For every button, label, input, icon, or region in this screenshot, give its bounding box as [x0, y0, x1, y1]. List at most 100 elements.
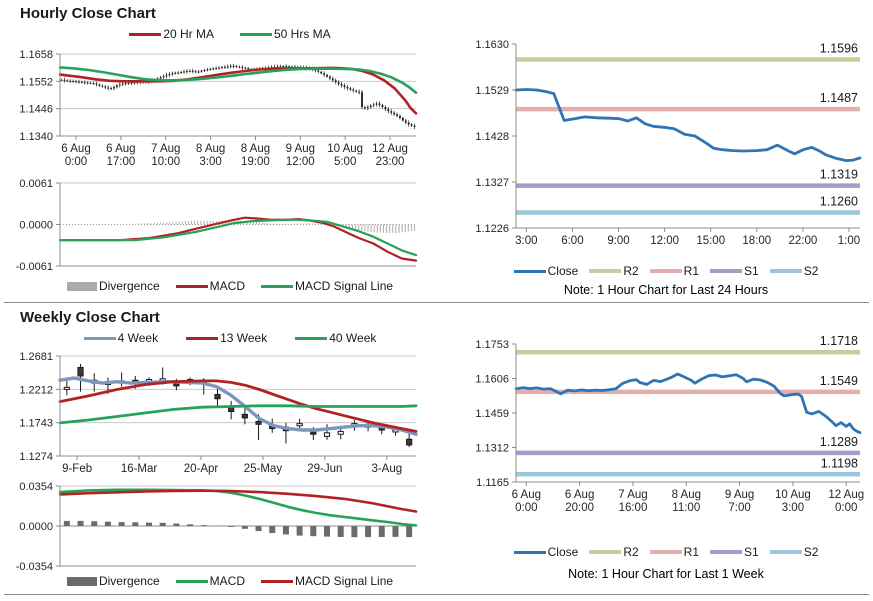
bar-swatch	[66, 281, 97, 291]
svg-text:12:00: 12:00	[650, 235, 679, 247]
legend-label: MACD	[209, 574, 245, 588]
line-swatch	[261, 284, 293, 288]
svg-text:1.1459: 1.1459	[475, 408, 509, 420]
svg-text:9:00: 9:00	[607, 235, 629, 247]
svg-text:1.1487: 1.1487	[820, 91, 858, 105]
legend-label: 13 Week	[220, 331, 268, 345]
hourly-pivot-note: Note: 1 Hour Chart for Last 24 Hours	[563, 283, 769, 297]
svg-text:1.1226: 1.1226	[475, 223, 509, 235]
svg-text:1.1718: 1.1718	[820, 334, 858, 348]
line-swatch	[710, 269, 742, 273]
legend-label: R1	[683, 264, 699, 278]
hourly-macd-chart: 0.0061 0.0000 -0.0061	[14, 176, 422, 276]
svg-text:0.0354: 0.0354	[19, 481, 53, 493]
line-swatch	[261, 579, 293, 583]
svg-text:1.1165: 1.1165	[476, 477, 509, 489]
svg-text:3-Aug: 3-Aug	[371, 463, 402, 475]
legend-label: MACD	[209, 279, 245, 293]
legend-item: S2	[769, 264, 819, 278]
line-swatch	[769, 550, 802, 554]
line-swatch	[589, 550, 622, 554]
legend-item: MACD	[175, 279, 245, 293]
legend-item: Close	[513, 545, 578, 559]
hourly-macd-legend: Divergence MACD MACD Signal Line	[40, 279, 420, 293]
svg-text:6:00: 6:00	[561, 235, 583, 247]
legend-item: MACD	[175, 574, 245, 588]
legend-item: 20 Hr MA	[129, 27, 214, 41]
weekly-macd-chart: 0.0354 0.0000 -0.0354	[14, 480, 422, 573]
legend-item: Close	[513, 264, 578, 278]
legend-item: Divergence	[66, 279, 160, 293]
legend-label: S2	[803, 264, 819, 278]
weekly-candlestick-chart: 1.2681 1.2212 1.1743 1.1274 9-Feb 16-Mar 20-Ap…	[14, 348, 422, 480]
legend-item: S1	[710, 545, 759, 559]
legend-label: S1	[744, 545, 759, 559]
legend-label: R2	[623, 264, 639, 278]
legend-item: S1	[710, 264, 759, 278]
svg-text:1.1340: 1.1340	[19, 131, 53, 143]
legend-item: 50 Hrs MA	[240, 27, 331, 41]
svg-text:1.1260: 1.1260	[820, 195, 858, 209]
svg-text:20-Apr: 20-Apr	[184, 463, 219, 475]
svg-text:-0.0354: -0.0354	[16, 561, 53, 573]
svg-text:1.1743: 1.1743	[19, 418, 53, 430]
legend-label: MACD Signal Line	[295, 279, 394, 293]
legend-label: S1	[744, 264, 759, 278]
svg-text:1.1596: 1.1596	[820, 41, 858, 55]
svg-text:1.1552: 1.1552	[19, 76, 53, 88]
line-swatch	[240, 32, 272, 36]
legend-label: MACD Signal Line	[295, 574, 394, 588]
svg-text:25-May: 25-May	[244, 463, 283, 475]
legend-label: R1	[683, 545, 699, 559]
line-swatch	[175, 579, 208, 583]
legend-item: R2	[589, 264, 639, 278]
svg-text:1.2212: 1.2212	[19, 384, 53, 396]
legend-label: 40 Week	[329, 331, 377, 345]
bar-swatch	[66, 576, 97, 586]
svg-text:1:00: 1:00	[838, 235, 860, 247]
line-swatch	[649, 550, 682, 554]
svg-text:1.1198: 1.1198	[821, 456, 858, 470]
svg-text:9-Feb: 9-Feb	[62, 463, 92, 475]
svg-text:1.1630: 1.1630	[475, 39, 509, 51]
svg-text:1.1658: 1.1658	[19, 49, 53, 61]
line-swatch	[513, 269, 546, 273]
weekly-section-title: Weekly Close Chart	[20, 309, 160, 326]
weekly-pivot-legend: Close R2 R1 S1 S2	[466, 545, 866, 559]
hourly-pivot-legend: Close R2 R1 S1 S2	[466, 264, 866, 278]
weekly-pivot-chart: 1.1718 1.1549 1.1289 1.1198 1.1753 1.1606 1.14…	[466, 330, 866, 540]
line-swatch	[295, 336, 328, 340]
legend-label: Divergence	[98, 279, 160, 293]
line-swatch	[83, 336, 116, 340]
svg-text:0.0000: 0.0000	[19, 521, 53, 533]
svg-text:1.1446: 1.1446	[19, 104, 53, 116]
svg-text:1.1606: 1.1606	[475, 374, 509, 386]
hourly-pivot-chart: 1.1596 1.1487 1.1319 1.1260 1.1630 1.1529 1.14…	[466, 30, 866, 262]
line-swatch	[513, 550, 546, 554]
hourly-section-title: Hourly Close Chart	[20, 5, 156, 22]
legend-item: Divergence	[66, 574, 160, 588]
hourly-price-legend: 20 Hr MA 50 Hrs MA	[40, 27, 420, 41]
svg-text:1.1428: 1.1428	[475, 131, 509, 143]
svg-text:1.1289: 1.1289	[820, 435, 858, 449]
svg-text:1.2681: 1.2681	[19, 351, 53, 363]
weekly-pivot-note: Note: 1 Hour Chart for Last 1 Week	[568, 567, 764, 581]
svg-text:22:00: 22:00	[789, 235, 818, 247]
weekly-price-legend: 4 Week 13 Week 40 Week	[40, 331, 420, 345]
